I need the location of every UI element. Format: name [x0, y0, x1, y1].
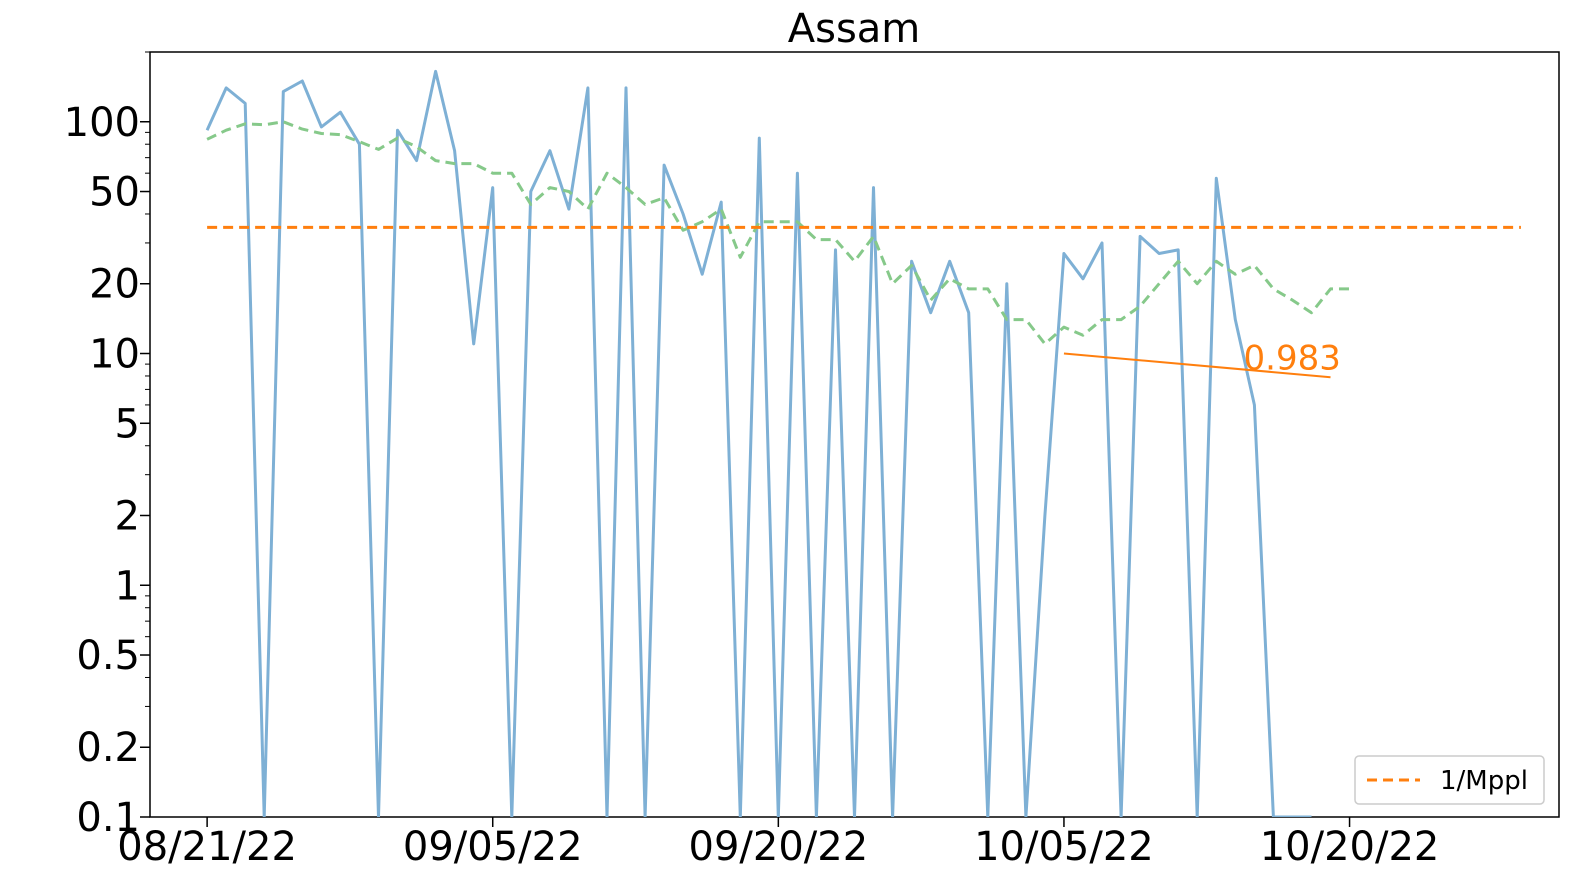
x-tick-label: 10/20/22 [1260, 824, 1440, 870]
y-tick-label: 0.5 [76, 633, 140, 679]
y-tick-label: 20 [89, 262, 140, 308]
legend-label: 1/Mppl [1440, 766, 1528, 796]
legend-box [1354, 755, 1545, 805]
x-tick-label: 10/05/22 [974, 824, 1154, 870]
x-tick-label: 08/21/22 [117, 824, 297, 870]
y-tick-label: 1 [115, 563, 140, 609]
y-tick-label: 0.1 [76, 795, 140, 841]
fit-annotation: 0.983 [1244, 338, 1341, 378]
y-tick-label: 2 [115, 493, 140, 539]
y-tick-label: 50 [89, 170, 140, 216]
y-tick-label: 5 [115, 401, 140, 447]
fit-line [1063, 352, 1331, 379]
legend: 1/Mppl [1354, 755, 1545, 805]
y-tick-label: 0.2 [76, 725, 140, 771]
x-tick-label: 09/20/22 [689, 824, 869, 870]
y-tick-label: 10 [89, 332, 140, 378]
series-line-smoothed [206, 120, 1350, 346]
x-tick-label: 09/05/22 [403, 824, 583, 870]
y-tick-label: 100 [64, 100, 140, 146]
series-line-daily [205, 69, 1312, 817]
plot-area: 0.1 0.2 0.5 1 2 5 10 20 50 100 08/21/22 09/05/22 09/… [64, 51, 1560, 870]
chart-title: Assam [788, 6, 921, 52]
